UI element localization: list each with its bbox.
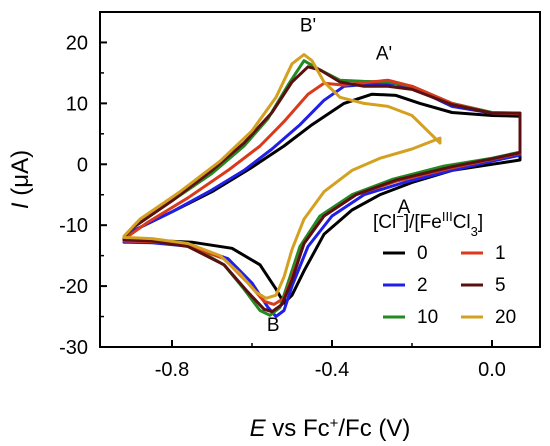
series-line-5 [122, 65, 522, 314]
y-tick-label: 20 [66, 32, 88, 54]
x-tick-label: -0.4 [315, 359, 349, 381]
x-axis-title-rest2: /Fc (V) [338, 415, 410, 442]
x-axis-title: E vs Fc+/Fc (V) [250, 415, 411, 443]
plot-lines [122, 53, 522, 318]
series-line-2 [122, 82, 522, 318]
legend-label-20: 20 [495, 307, 516, 328]
peak-label: A [398, 197, 411, 218]
x-axis-title-sup: + [330, 415, 339, 432]
axis-ticks [100, 41, 493, 348]
peak-label: B' [300, 15, 316, 36]
legend-label-0: 0 [417, 243, 428, 264]
y-axis-title-italic: I [7, 202, 34, 209]
legend: [Cl−]/[FeIIICl3] 0 1 2 5 10 20 [373, 209, 516, 329]
y-axis-title-rest: (μA) [7, 150, 34, 203]
peak-label: A' [376, 44, 392, 65]
y-tick-label: -20 [59, 276, 88, 298]
y-tick-label: -10 [59, 215, 88, 237]
y-tick-label: 10 [66, 93, 88, 115]
y-tick-label: 0 [77, 154, 88, 176]
legend-label-1: 1 [495, 243, 506, 264]
legend-label-5: 5 [495, 275, 506, 296]
legend-title: [Cl−]/[FeIIICl3] [373, 209, 483, 239]
x-tick-label: 0.0 [478, 359, 506, 381]
series-line-0 [122, 92, 522, 305]
peak-annotations: B' A' A B [267, 15, 411, 336]
peak-label: B [267, 315, 280, 336]
y-tick-label: -30 [59, 337, 88, 359]
x-axis-title-italic: E [250, 415, 267, 442]
legend-label-2: 2 [417, 275, 428, 296]
legend-label-10: 10 [417, 307, 438, 328]
plot-frame [99, 11, 541, 348]
series-line-20 [122, 53, 442, 300]
y-axis-title: I (μA) [7, 150, 34, 209]
x-tick-label: -0.8 [155, 359, 189, 381]
x-axis-title-rest: vs Fc [266, 415, 330, 442]
